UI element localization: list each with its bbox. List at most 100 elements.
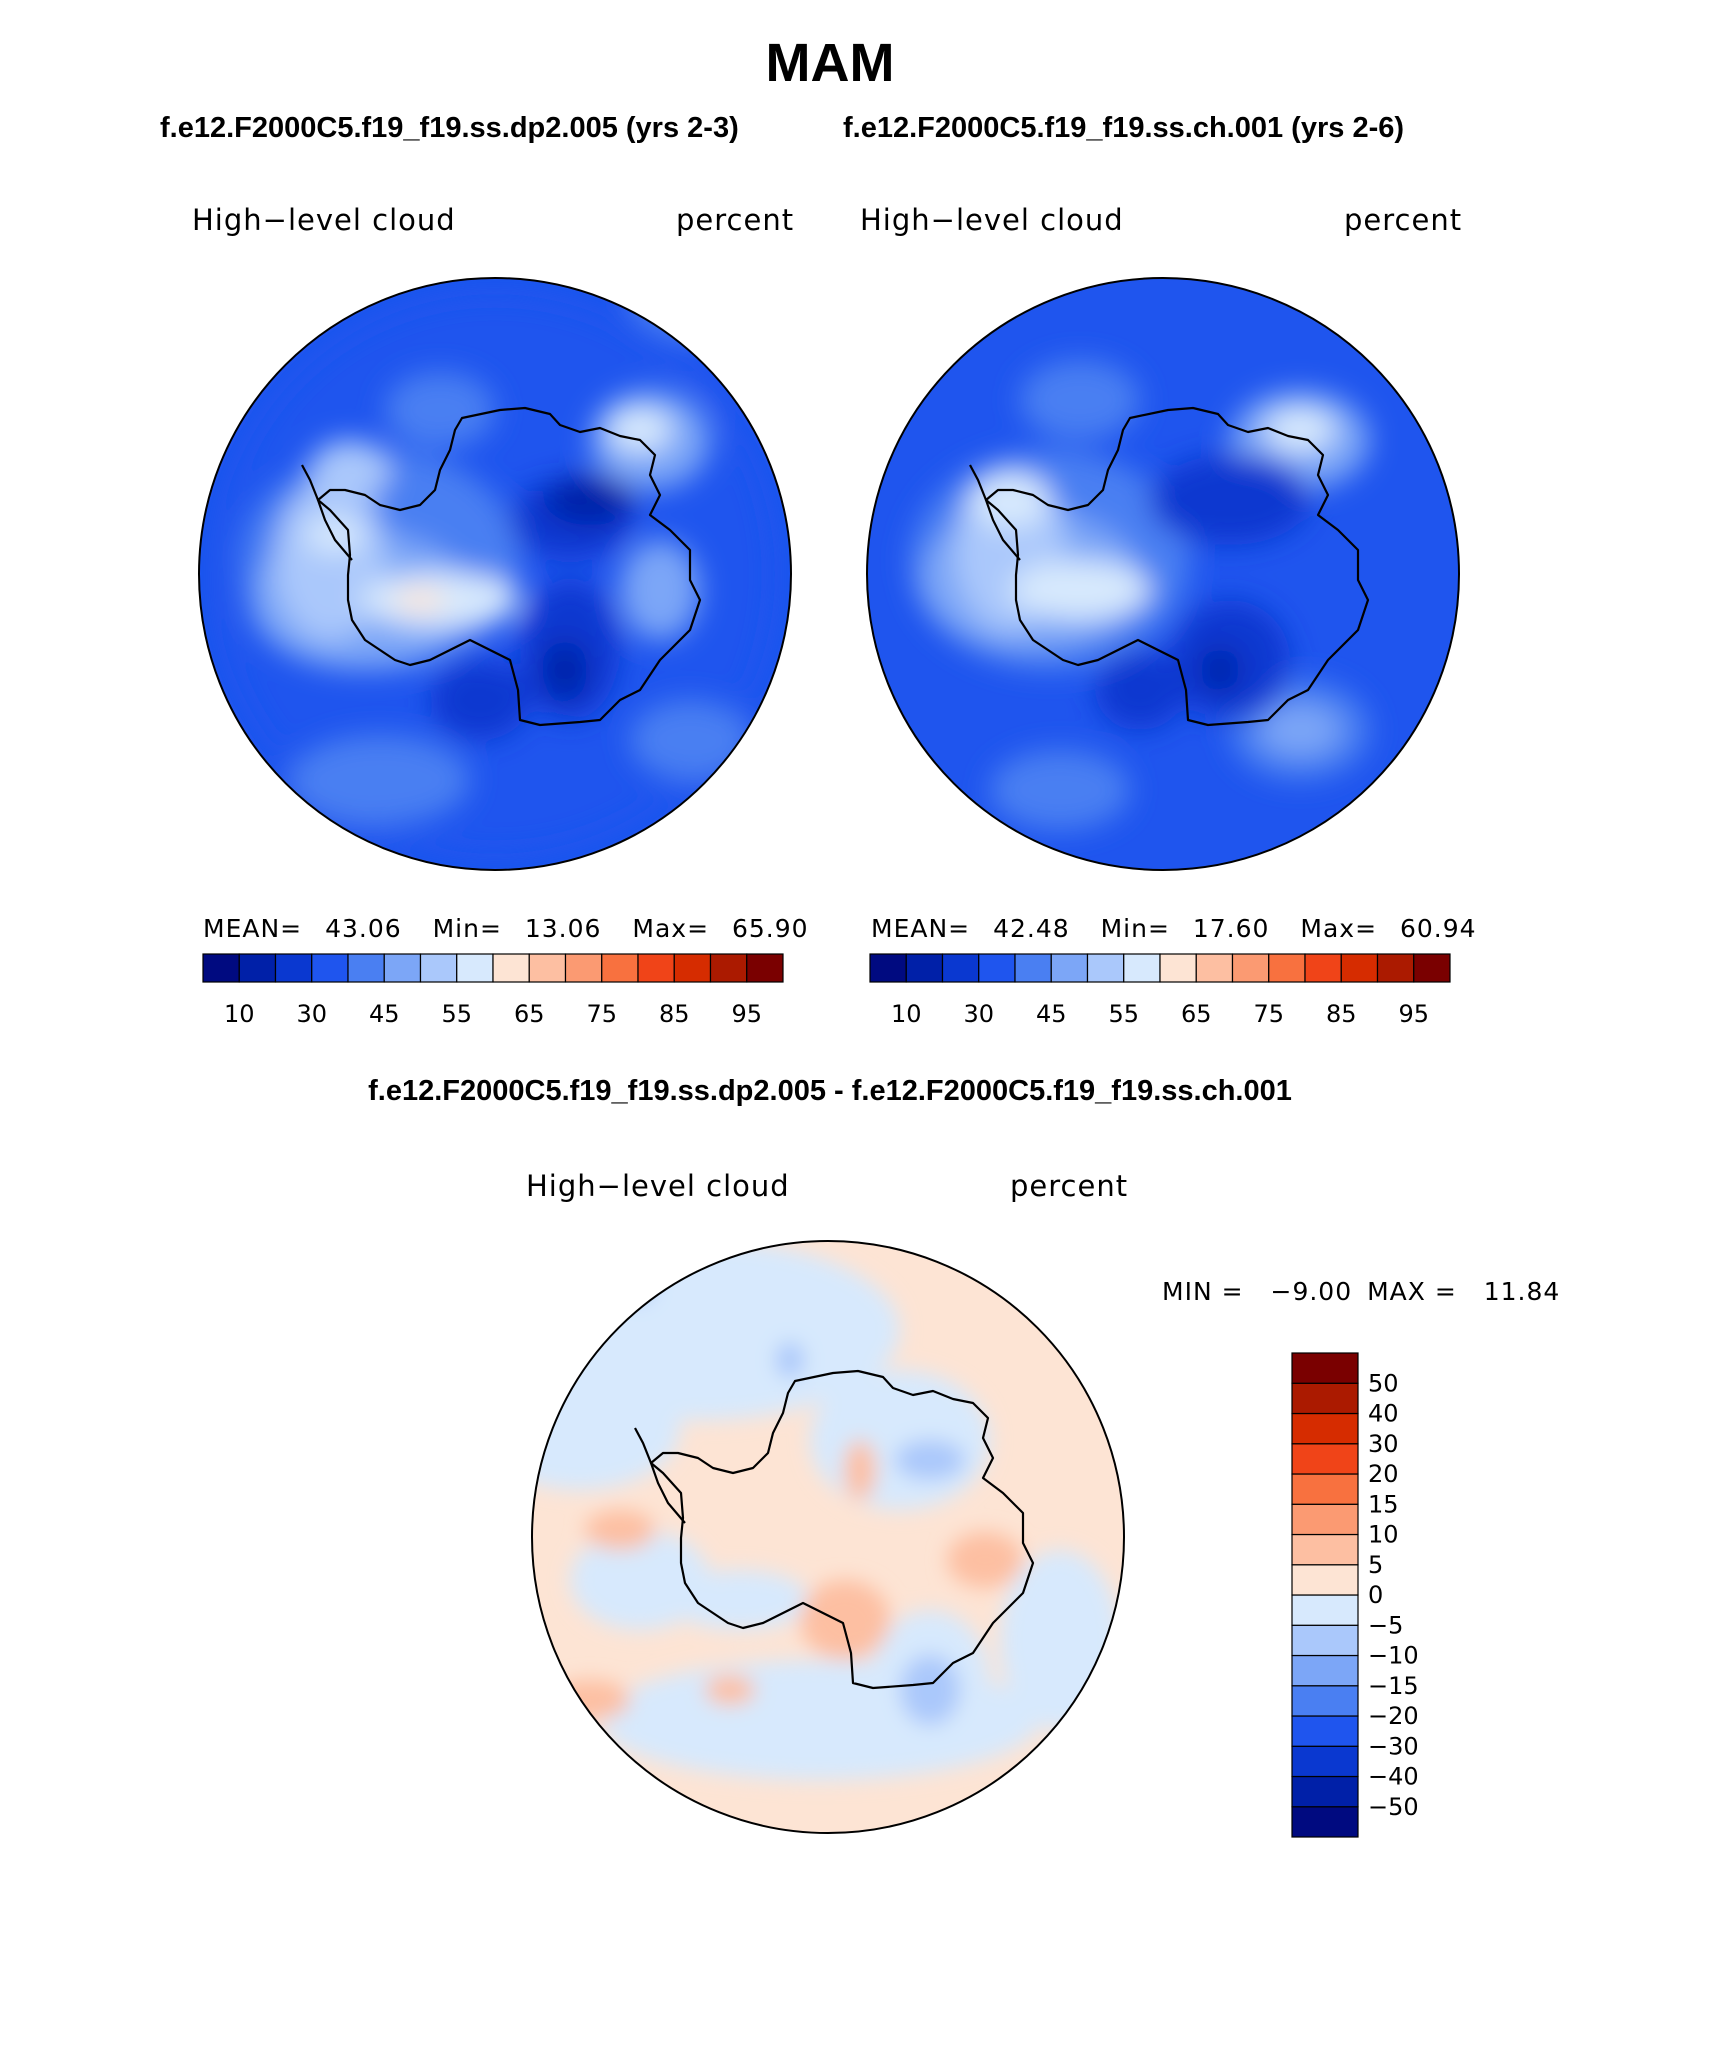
panel1-field-patch <box>620 540 700 640</box>
panel2-colorbar-swatch <box>941 953 980 983</box>
panel3-colorbar-swatch <box>1291 1685 1359 1717</box>
panel3-colorbar-tick-label: 15 <box>1368 1490 1399 1518</box>
panel3-colorbar-tick-label: −20 <box>1368 1702 1419 1730</box>
panel2-field-patch <box>1150 455 1310 545</box>
panel2-colorbar-tick-label: 85 <box>1326 1000 1357 1028</box>
panel3-max-value: 11.84 <box>1483 1277 1561 1306</box>
panel1-colorbar-tick-label: 85 <box>659 1000 690 1028</box>
panel2-min-value: 17.60 <box>1192 914 1270 943</box>
panel3-colorbar-tick-label: −10 <box>1368 1642 1419 1670</box>
panel2-colorbar-tick-label: 75 <box>1253 1000 1284 1028</box>
panel3-colorbar-swatch <box>1291 1806 1359 1838</box>
panel2-colorbar-swatch <box>869 953 907 983</box>
panel2-colorbar-swatch <box>978 953 1016 983</box>
season-title: MAM <box>765 33 895 93</box>
panel1-colorbar-tick-label: 75 <box>586 1000 617 1028</box>
panel3-colorbar-tick-label: 30 <box>1368 1430 1399 1458</box>
panel3-colorbar-swatch <box>1291 1775 1359 1808</box>
panel3-colorbar-swatch <box>1291 1564 1359 1596</box>
panel2-colorbar-tick-label: 45 <box>1036 1000 1067 1028</box>
panel1-units-label: percent <box>676 203 795 237</box>
panel2-colorbar-tick-label: 65 <box>1181 1000 1212 1028</box>
panel3-map-border <box>531 1240 1125 1834</box>
panel1-colorbar-swatch <box>274 953 313 983</box>
panel3-field-patch <box>776 1342 804 1378</box>
panel3-colorbar-swatch <box>1291 1443 1359 1475</box>
panel2-field-patch <box>1260 705 1340 755</box>
panel1-min-value: 13.06 <box>524 914 602 943</box>
panel2-variable-label: High−level cloud <box>860 203 1124 237</box>
panel1-field-patch <box>395 588 445 612</box>
panel3-colorbar-tick-label: −30 <box>1368 1732 1419 1760</box>
panel3-colorbar-tick-label: −40 <box>1368 1763 1419 1791</box>
panel2-mean-value: 42.48 <box>993 914 1070 943</box>
panel1-colorbar-tick-label: 45 <box>369 1000 400 1028</box>
panel1-mean-value: 43.06 <box>325 914 402 943</box>
panel3-colorbar-tick-label: 50 <box>1368 1369 1399 1397</box>
panel2-map-border <box>866 277 1460 871</box>
panel3-min-label: MIN = <box>1162 1277 1244 1306</box>
panel3-stats: MIN = −9.00 MAX = 11.84 <box>1162 1277 1560 1306</box>
panel1-colorbar-tick-label: 30 <box>296 1000 327 1028</box>
panel3-field-patch <box>895 1440 965 1480</box>
panel3-colorbar-tick-label: −15 <box>1368 1672 1419 1700</box>
panel1-field-patch <box>290 735 470 825</box>
panel3-colorbar-swatch <box>1291 1503 1359 1536</box>
panel1-mean-label: MEAN= <box>203 914 303 943</box>
panel2-field-patch <box>1200 648 1240 692</box>
panel1-field-patch <box>543 640 587 700</box>
panel3-field-patch <box>844 1440 876 1500</box>
panel2-units-label: percent <box>1344 203 1463 237</box>
panel1-colorbar-swatch <box>202 953 240 983</box>
panel1-max-value: 65.90 <box>732 914 809 943</box>
panel2-field-patch <box>1020 360 1140 440</box>
panel2-colorbar-tick-label: 30 <box>963 1000 994 1028</box>
panel3-coastline <box>649 1369 1035 1690</box>
panel3-colorbar-swatch <box>1291 1745 1359 1778</box>
panel1-colorbar-swatch <box>564 953 603 983</box>
panel2-colorbar-swatch <box>1159 953 1197 983</box>
case1-title: f.e12.F2000C5.f19_f19.ss.dp2.005 (yrs 2-… <box>160 112 739 144</box>
panel3-units-label: percent <box>1010 1169 1129 1203</box>
panel3-colorbar-swatch <box>1291 1594 1359 1626</box>
panel3-colorbar-tick-label: 5 <box>1368 1551 1383 1579</box>
panel3-colorbar-swatch <box>1291 1654 1359 1687</box>
panel2-field-patch <box>1095 650 1185 730</box>
panel2-colorbar-swatch <box>1376 953 1415 983</box>
panel1-colorbar-tick-label: 65 <box>514 1000 545 1028</box>
panel2-peninsula <box>969 464 1021 561</box>
panel3-colorbar-swatch <box>1291 1412 1359 1445</box>
panel1-colorbar-swatch <box>311 953 349 983</box>
panel2-colorbar-swatch <box>1086 953 1125 983</box>
panel3-colorbar-swatch <box>1291 1352 1359 1384</box>
panel3-colorbar-tick-label: −5 <box>1368 1611 1403 1639</box>
panel1-field-patch <box>385 372 495 448</box>
panel2-mean-label: MEAN= <box>871 914 971 943</box>
panel2-field-patch <box>1265 408 1335 452</box>
panel1-colorbar-tick-label: 95 <box>731 1000 762 1028</box>
panel1-colorbar-swatch <box>673 953 712 983</box>
diff-title: f.e12.F2000C5.f19_f19.ss.dp2.005 - f.e12… <box>368 1075 1292 1107</box>
panel2-colorbar-swatch <box>1340 953 1379 983</box>
panel3-colorbar-tick-label: 40 <box>1368 1400 1399 1428</box>
panel1-field-patch <box>275 480 385 640</box>
panel2-colorbar-tick-label: 10 <box>891 1000 922 1028</box>
panel2-colorbar-tick-label: 55 <box>1108 1000 1139 1028</box>
panel3-colorbar-swatch <box>1291 1473 1359 1505</box>
panel1-variable-label: High−level cloud <box>192 203 456 237</box>
panel3-colorbar-swatch <box>1291 1533 1359 1566</box>
panel2-colorbar-swatch <box>1413 953 1451 983</box>
panel3-colorbar-swatch <box>1291 1382 1359 1415</box>
panel1-field-patch <box>608 408 672 452</box>
panel1-field-patch <box>430 660 530 740</box>
panel2-min-label: Min= <box>1100 914 1170 943</box>
panel3-max-label: MAX = <box>1367 1277 1457 1306</box>
case2-title: f.e12.F2000C5.f19_f19.ss.ch.001 (yrs 2-6… <box>843 112 1405 144</box>
panel1-colorbar-tick-label: 10 <box>224 1000 255 1028</box>
panel3-colorbar-tick-label: −50 <box>1368 1793 1419 1821</box>
panel3-colorbar-tick-label: 0 <box>1368 1581 1383 1609</box>
